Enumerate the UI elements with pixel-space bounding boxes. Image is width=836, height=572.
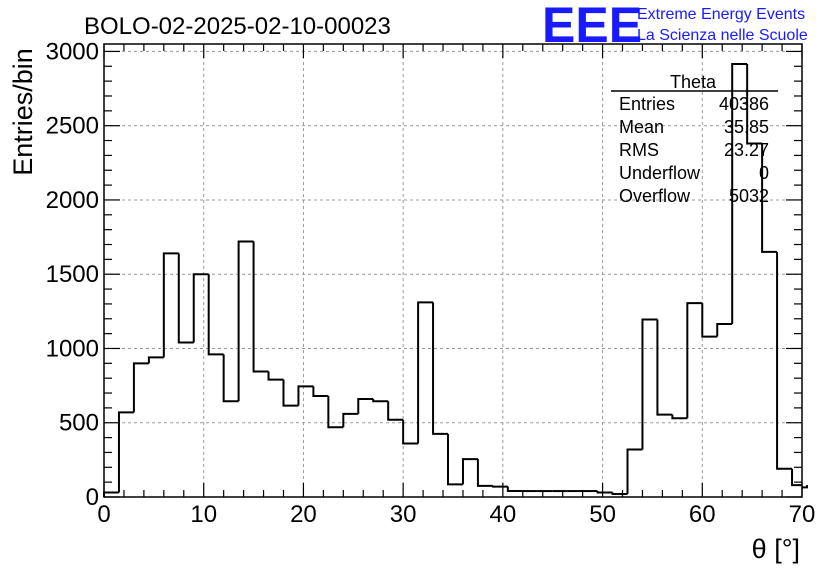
stats-label: Entries — [619, 94, 675, 114]
histogram-bin — [611, 492, 628, 496]
x-tick-label: 60 — [689, 501, 716, 528]
stats-label: Overflow — [619, 186, 691, 206]
grid — [104, 44, 802, 497]
y-tick-label: 3000 — [46, 38, 99, 65]
histogram-bin — [671, 414, 688, 420]
histogram-bin — [701, 303, 718, 338]
histogram-bin — [387, 401, 404, 421]
histogram-bars — [103, 63, 808, 497]
stats-value: 40386 — [719, 94, 769, 114]
histogram-bin — [686, 302, 703, 419]
logo-line2: La Scienza nelle Scuole — [637, 27, 808, 44]
stats-rows: Entries 40386 Mean 35.85 RMS 23.27 Underflow 0 O… — [619, 94, 769, 206]
stats-box: Theta Entries 40386 Mean 35.85 RMS 23.27 Under… — [611, 72, 778, 206]
stats-value: 5032 — [729, 186, 769, 206]
x-tick-label: 20 — [290, 501, 317, 528]
histogram-bin — [476, 459, 493, 487]
plot-border — [103, 43, 803, 498]
eee-logo: EEE Extreme Energy Events La Scienza nel… — [542, 0, 808, 53]
x-tick-label: 50 — [589, 501, 616, 528]
histogram-bin — [461, 458, 478, 485]
histogram-bin — [282, 379, 299, 407]
histogram-bin — [312, 386, 329, 398]
x-tick-label: 10 — [190, 501, 217, 528]
histogram-bin — [447, 433, 463, 486]
histogram-bin — [297, 385, 314, 406]
histogram-bin — [596, 491, 613, 494]
histogram-bin — [716, 322, 733, 337]
histogram-bin — [402, 419, 419, 445]
stats-label: Mean — [619, 117, 664, 137]
histogram-bin — [357, 397, 374, 414]
y-tick-labels: 0 500 1000 1500 2000 2500 3000 — [46, 38, 99, 511]
y-tick-label: 0 — [86, 484, 99, 511]
histogram-bin — [132, 362, 149, 413]
histogram-bin — [372, 398, 389, 403]
x-tick-label: 0 — [97, 501, 110, 528]
histogram-bin — [791, 468, 802, 487]
plot-frame — [103, 43, 803, 498]
x-tick-labels: 0 10 20 30 40 50 60 70 — [97, 501, 815, 528]
axis-ticks — [103, 44, 803, 498]
stats-value: 0 — [759, 163, 769, 183]
histogram-bin — [731, 63, 748, 324]
histogram-bin — [761, 143, 778, 253]
chart-title: BOLO-02-2025-02-10-00023 — [84, 13, 391, 40]
histogram-bin — [641, 318, 658, 450]
logo-eee: EEE — [542, 0, 642, 53]
histogram-bin — [117, 411, 134, 493]
y-tick-label: 500 — [59, 410, 99, 437]
y-tick-label: 1000 — [46, 335, 99, 362]
x-tick-label: 70 — [789, 501, 816, 528]
histogram-bin — [177, 253, 194, 344]
stats-label: RMS — [619, 140, 659, 160]
stats-label: Underflow — [619, 163, 701, 183]
histogram-bin — [267, 371, 284, 381]
y-tick-label: 1500 — [46, 261, 99, 288]
histogram-bin — [432, 302, 449, 435]
histogram-bin — [417, 301, 434, 444]
histogram-bin — [147, 356, 164, 364]
histogram-bin — [252, 241, 269, 373]
stats-value: 23.27 — [724, 140, 769, 160]
histogram-bin — [506, 486, 523, 493]
stats-value: 35.85 — [724, 117, 769, 137]
histogram-bin — [327, 396, 344, 429]
histogram-bin — [656, 319, 673, 416]
y-axis-label: Entries/bin — [8, 48, 38, 176]
stats-name: Theta — [670, 72, 717, 92]
histogram-bin — [192, 273, 209, 343]
x-tick-label: 40 — [490, 501, 517, 528]
histogram-bin — [491, 485, 508, 488]
histogram-bin — [162, 252, 179, 358]
histogram-bin — [222, 354, 239, 403]
histogram-bin — [776, 251, 793, 470]
y-tick-label: 2000 — [46, 187, 99, 214]
histogram-bin — [802, 485, 808, 489]
histogram-bin — [626, 448, 643, 495]
histogram-bin — [342, 412, 359, 428]
x-tick-label: 30 — [390, 501, 417, 528]
histogram-bin — [207, 274, 224, 356]
histogram-bin — [237, 240, 254, 402]
x-axis-label: θ [°] — [752, 534, 800, 564]
logo-line1: Extreme Energy Events — [637, 6, 805, 23]
y-tick-label: 2500 — [46, 113, 99, 140]
